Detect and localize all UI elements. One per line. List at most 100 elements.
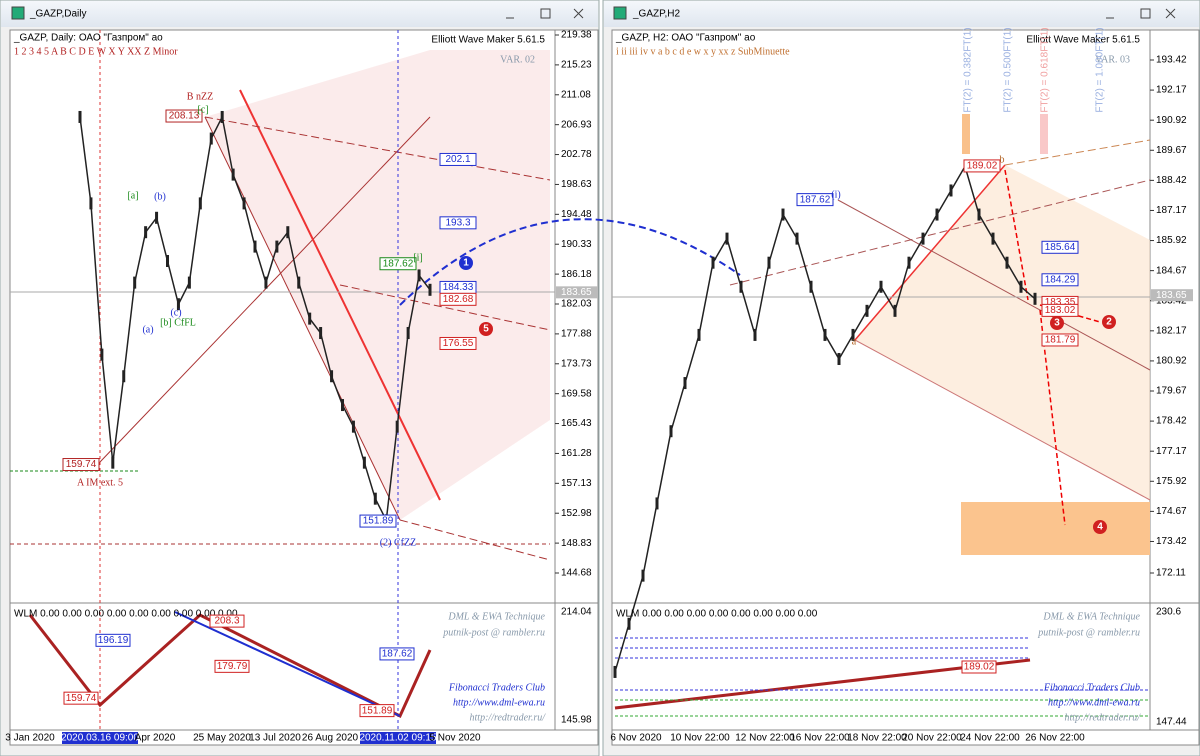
marker-circle: [1102, 315, 1116, 329]
candle: [753, 328, 757, 341]
candle: [308, 312, 312, 325]
tool-name: Elliott Wave Maker 5.61.5: [431, 35, 545, 46]
candle: [655, 497, 659, 510]
candle: [297, 276, 301, 289]
price-box: [439, 152, 477, 166]
indicator-box: [214, 659, 250, 673]
credit: http://redtrader.ru/: [470, 712, 547, 723]
variant-label: VAR. 03: [1095, 54, 1130, 65]
candle: [711, 256, 715, 269]
price-box-label: 176.55: [443, 338, 474, 349]
credit: http://www.dml-ewa.ru: [453, 697, 545, 708]
candle: [100, 348, 104, 361]
x-tick-label: 18 Nov 22:00: [847, 733, 907, 744]
candle: [89, 197, 93, 210]
x-tick-label: 26 Aug 2020: [302, 733, 359, 744]
wave-label: b: [1000, 154, 1005, 165]
candle: [627, 617, 631, 630]
wave-label: (c): [170, 307, 181, 318]
indicator-box-label: 151.89: [362, 705, 393, 716]
wave-labels: 1 2 3 4 5 A B C D E W X Y XX Z Minor: [14, 46, 178, 57]
x-tick-label: 12 Nov 22:00: [735, 733, 795, 744]
wave-label: A IM ext. 5: [77, 477, 123, 488]
price-box: [439, 216, 477, 230]
price-box: [439, 292, 477, 306]
indicator-box-label: 208.3: [214, 616, 239, 627]
price-box: [1041, 240, 1079, 254]
price-box: [359, 514, 397, 528]
price-box-label: 181.79: [1045, 335, 1076, 346]
indicator-box: [209, 614, 245, 628]
y-tick-label: 190.92: [1156, 115, 1187, 126]
indicator-axis-label: 230.6: [1156, 607, 1181, 618]
indicator-box: [95, 633, 131, 647]
wave-label: B nZZ: [187, 91, 213, 102]
y-tick-label: 174.67: [1156, 506, 1187, 517]
candle: [351, 420, 355, 433]
y-tick-label: 179.67: [1156, 386, 1187, 397]
y-tick-label: 187.17: [1156, 205, 1187, 216]
indicator-box-label: 196.19: [98, 635, 129, 646]
candle: [991, 232, 995, 245]
candle: [373, 492, 377, 505]
credit: DML & EWA Technique: [447, 611, 545, 622]
candle: [725, 232, 729, 245]
fib-label: FT(2) = 0.500FT(1): [1003, 27, 1014, 112]
candle: [879, 280, 883, 293]
wave-label: (2) CfZZ: [380, 537, 416, 548]
window-buttons[interactable]: [11, 6, 1176, 20]
x-tick-label: 20 Nov 22:00: [902, 733, 962, 744]
price-box: [963, 159, 1001, 173]
price-box-label: 189.02: [967, 161, 998, 172]
fib-label: FT(2) = 0.618FT(1): [1040, 27, 1051, 112]
price-box-label: 182.68: [443, 294, 474, 305]
candle: [122, 370, 126, 383]
price-box-label: 202.1: [445, 154, 470, 165]
y-tick-label: 190.33: [561, 239, 592, 250]
indicator-box-label: 159.74: [66, 693, 97, 704]
candle: [1019, 280, 1023, 293]
y-tick-label: 172.11: [1156, 568, 1186, 579]
candle: [893, 304, 897, 317]
indicator-header: WLM 0.00 0.00 0.00 0.00 0.00 0.00 0.00 0…: [14, 609, 238, 620]
candle: [406, 327, 410, 340]
price-box: [796, 193, 834, 207]
window-title: _GAZP,H2: [632, 9, 680, 20]
price-box-label: 183.35: [1045, 297, 1076, 308]
y-tick-label: 192.17: [1156, 85, 1187, 96]
window-title: _GAZP,Daily: [29, 9, 87, 20]
price-box: [379, 257, 417, 271]
y-tick-label: 189.67: [1156, 145, 1187, 156]
candle: [1033, 292, 1037, 305]
candle: [823, 328, 827, 341]
indicator-header: WLM 0.00 0.00 0.00 0.00 0.00 0.00 0.00 0…: [616, 609, 818, 620]
candle: [264, 276, 268, 289]
y-tick-label: 185.92: [1156, 235, 1187, 246]
candle: [198, 197, 202, 210]
credit: http://redtrader.ru/: [1065, 712, 1142, 723]
candle: [319, 327, 323, 340]
credit: http://www.dml-ewa.ru: [1048, 697, 1140, 708]
wave-label: (i): [831, 189, 840, 200]
candle: [144, 226, 148, 239]
price-box: [1041, 303, 1079, 317]
credit: DML & EWA Technique: [1042, 611, 1140, 622]
candle: [78, 110, 82, 123]
current-price-box: [1151, 289, 1193, 302]
candle: [935, 208, 939, 221]
indicator-box: [379, 647, 415, 661]
candle: [669, 425, 673, 438]
indicator-axis-label: 145.98: [561, 715, 592, 726]
candle: [187, 276, 191, 289]
y-tick-label: 194.48: [561, 209, 592, 220]
price-box: [1041, 333, 1079, 347]
y-tick-label: 219.38: [561, 30, 592, 41]
x-tick-label: 16 Nov 22:00: [790, 733, 850, 744]
price-box-label: 151.89: [363, 516, 394, 527]
candle: [795, 232, 799, 245]
candle: [133, 276, 137, 289]
marker-number: 4: [1097, 522, 1103, 533]
y-tick-label: 180.92: [1156, 356, 1187, 367]
wave-label: (a): [142, 324, 153, 335]
